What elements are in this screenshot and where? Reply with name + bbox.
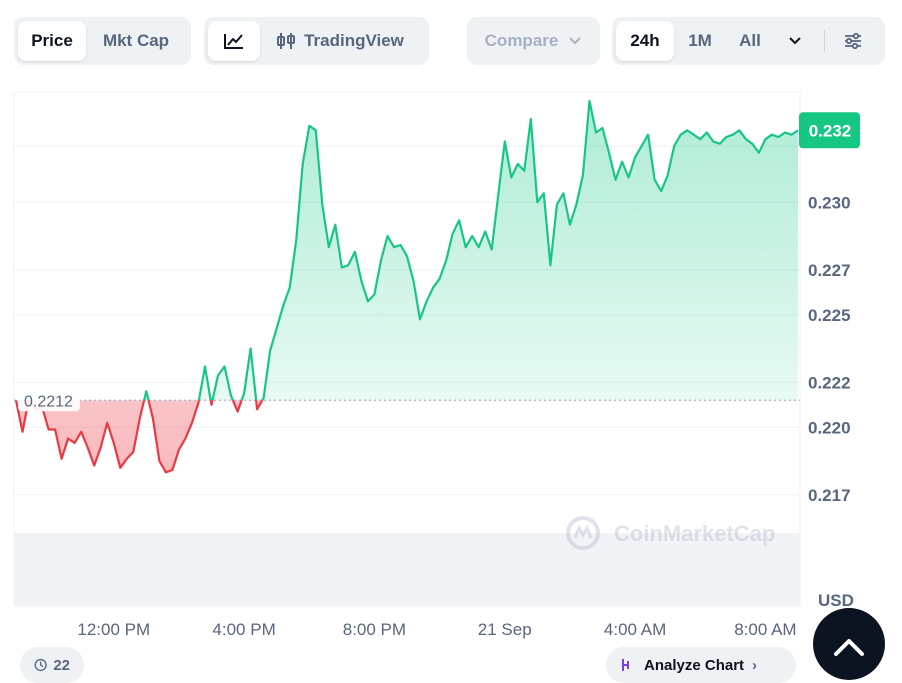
x-tick-label: 12:00 PM [77, 620, 150, 639]
baseline-label: 0.2212 [18, 389, 80, 412]
analyze-chart-button[interactable]: Analyze Chart › [606, 647, 796, 683]
tab-price[interactable]: Price [18, 21, 86, 61]
views-pill[interactable]: 22 [20, 647, 84, 683]
range-more-button[interactable] [774, 21, 816, 61]
metric-toggle: Price Mkt Cap [14, 17, 191, 65]
volume-band [14, 533, 800, 606]
chart-settings-button[interactable] [833, 21, 873, 61]
price-chart[interactable]: CoinMarketCap 0.2212 0.230 0.227 0.225 0.22… [0, 0, 902, 663]
views-count: 22 [53, 656, 70, 674]
scroll-to-top-button[interactable] [813, 608, 885, 680]
current-price-badge: 0.232 [799, 112, 860, 149]
svg-text:0.232: 0.232 [809, 121, 852, 140]
tab-mkt-cap[interactable]: Mkt Cap [102, 31, 170, 50]
currency-unit-label: USD [818, 591, 854, 610]
y-tick-label: 0.227 [808, 261, 851, 280]
y-tick-label: 0.217 [808, 486, 851, 505]
chevron-right-icon: › [752, 656, 758, 674]
y-tick-label: 0.225 [808, 306, 851, 325]
chevron-down-icon [569, 37, 582, 45]
range-toggle: 24h 1M All [612, 17, 885, 65]
x-axis: 12:00 PM 4:00 PM 8:00 PM 21 Sep 4:00 AM 8:00 … [77, 620, 796, 639]
y-tick-label: 0.230 [808, 193, 851, 212]
chevron-up-icon [834, 639, 864, 656]
line-chart-icon [224, 34, 243, 49]
range-1m[interactable]: 1M [688, 31, 712, 50]
line-chart-button[interactable] [208, 21, 260, 61]
compare-dropdown[interactable]: Compare [467, 17, 600, 65]
tradingview-button[interactable]: TradingView [260, 21, 420, 61]
price-line-up [16, 99, 799, 401]
tradingview-label: TradingView [304, 31, 404, 50]
candlestick-icon [277, 33, 296, 49]
y-axis: 0.230 0.227 0.225 0.222 0.220 0.217 [808, 193, 851, 505]
clock-icon [34, 658, 47, 672]
watermark-text: CoinMarketCap [614, 521, 775, 546]
x-tick-label: 8:00 PM [343, 620, 406, 639]
chart-type-toggle: TradingView [204, 17, 429, 65]
chart-toolbar: Price Mkt Cap TradingView Compare 24h 1M… [14, 17, 888, 65]
x-tick-label: 21 Sep [478, 620, 532, 639]
price-chart-svg: CoinMarketCap 0.2212 0.230 0.227 0.225 0.22… [13, 91, 860, 639]
compare-label: Compare [484, 31, 559, 50]
analyze-label: Analyze Chart [644, 656, 745, 674]
range-all[interactable]: All [739, 31, 761, 50]
chevron-down-icon [789, 37, 801, 45]
toolbar-divider [824, 30, 825, 52]
x-tick-label: 4:00 AM [604, 620, 666, 639]
area-above-baseline [28, 101, 798, 401]
analyze-icon [622, 659, 629, 671]
coinmarketcap-watermark: CoinMarketCap [566, 516, 775, 550]
y-tick-label: 0.222 [808, 373, 851, 392]
x-tick-label: 8:00 AM [734, 620, 796, 639]
svg-text:0.2212: 0.2212 [24, 393, 73, 410]
range-24h[interactable]: 24h [616, 21, 674, 61]
sliders-icon [845, 32, 861, 50]
x-tick-label: 4:00 PM [212, 620, 275, 639]
y-tick-label: 0.220 [808, 418, 851, 437]
